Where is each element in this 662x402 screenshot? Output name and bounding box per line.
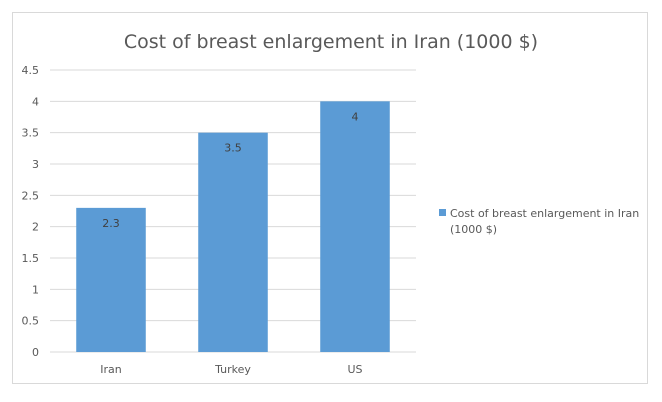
x-axis-ticks: Iran Turkey US (100, 363, 362, 376)
y-tick-label: 1 (32, 283, 39, 296)
data-label: 2.3 (102, 217, 120, 230)
legend-swatch (439, 209, 446, 216)
y-tick-label: 0 (32, 346, 39, 359)
y-tick-label: 4 (32, 95, 39, 108)
y-tick-label: 4.5 (22, 64, 40, 77)
y-tick-label: 2 (32, 221, 39, 234)
bar-chart: Cost of breast enlargement in Iran (1000… (22, 31, 640, 376)
data-label: 3.5 (224, 142, 242, 155)
legend: Cost of breast enlargement in Iran (1000… (439, 207, 639, 236)
y-tick-label: 1.5 (22, 252, 40, 265)
y-tick-label: 2.5 (22, 189, 40, 202)
legend-label-line-1: Cost of breast enlargement in Iran (450, 207, 639, 220)
chart-title: Cost of breast enlargement in Iran (1000… (124, 31, 538, 53)
bar-iran (76, 207, 146, 352)
y-tick-label: 3.5 (22, 127, 40, 140)
y-axis-ticks: 0 0.5 1 1.5 2 2.5 3 3.5 4 4.5 (22, 64, 40, 359)
data-labels: 2.3 3.5 4 (102, 110, 358, 230)
y-tick-label: 0.5 (22, 315, 40, 328)
y-tick-label: 3 (32, 158, 39, 171)
legend-label-line-2: (1000 $) (450, 223, 497, 236)
bars (76, 101, 390, 352)
x-tick-label: US (347, 363, 362, 376)
x-tick-label: Iran (100, 363, 122, 376)
bar-turkey (198, 132, 268, 352)
data-label: 4 (352, 110, 359, 123)
x-tick-label: Turkey (214, 363, 251, 376)
bar-us (320, 101, 390, 352)
chart-container: Cost of breast enlargement in Iran (1000… (12, 12, 648, 384)
